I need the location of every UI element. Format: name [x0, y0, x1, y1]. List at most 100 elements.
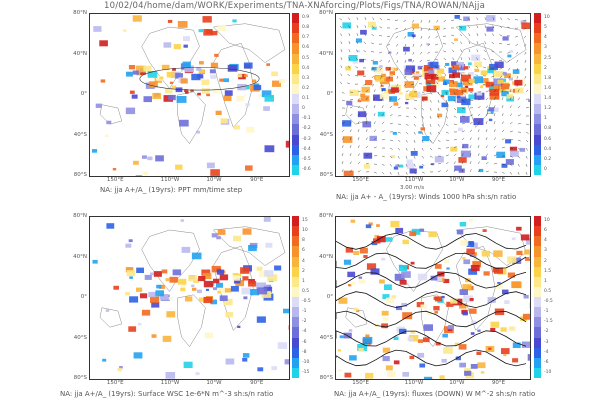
wind-vector: [363, 50, 367, 53]
colorbar-label: 1.2: [544, 106, 552, 112]
wind-vector: [461, 107, 465, 110]
wind-vector: [413, 155, 416, 159]
field-cell: [219, 274, 229, 281]
field-cell: [480, 371, 485, 374]
wind-vector: [381, 121, 385, 125]
colorbar-label: 0: [544, 166, 547, 172]
wind-vector: [437, 107, 440, 111]
field-cell: [468, 94, 476, 100]
field-cell: [464, 370, 472, 376]
field-cell: [219, 295, 228, 301]
wind-vector: [413, 139, 416, 143]
field-cell: [358, 348, 364, 352]
field-cell: [253, 84, 262, 91]
wind-vector: [484, 41, 487, 45]
wind-vector: [357, 137, 360, 141]
wind-vector: [485, 145, 488, 149]
field-cell: [457, 107, 466, 114]
field-cell: [155, 155, 164, 162]
field-cell: [159, 76, 164, 80]
wind-vector: [357, 170, 361, 173]
wind-vector: [525, 147, 528, 151]
wind-vector: [516, 83, 519, 87]
field-cell: [191, 284, 195, 287]
field-cell: [480, 70, 488, 76]
field-cell: [528, 99, 530, 102]
wind-vector: [509, 89, 512, 93]
colorbar-flux: [534, 216, 541, 378]
colorbar-swatch: [534, 347, 541, 358]
field-cell: [393, 360, 400, 365]
field-cell: [424, 376, 432, 379]
field-cell: [477, 362, 486, 369]
wind-vector: [387, 51, 391, 55]
colorbar-label: 1.6: [544, 85, 552, 91]
field-cell: [477, 329, 481, 332]
field-cell: [462, 143, 469, 149]
wind-vector: [451, 42, 455, 45]
field-cell: [374, 234, 380, 239]
wind-vector: [341, 122, 345, 125]
wind-vector: [397, 106, 401, 109]
field-cell: [176, 96, 187, 103]
wind-vector: [365, 97, 368, 101]
wind-vector: [395, 27, 399, 30]
field-cell: [393, 336, 399, 340]
wind-vector: [389, 122, 393, 125]
field-cell: [100, 79, 106, 83]
wind-vector: [340, 57, 343, 61]
colorbar-swatch: [534, 297, 541, 308]
wind-vector: [517, 105, 521, 109]
field-cell: [505, 159, 514, 165]
field-cell: [431, 163, 435, 166]
colorbar-swatch: [534, 43, 541, 54]
field-cell: [421, 96, 428, 101]
colorbar-label: 0.5: [302, 55, 310, 61]
wind-vector: [405, 139, 408, 143]
field-cell: [256, 316, 266, 323]
colorbar-label: 3: [544, 248, 547, 254]
wind-vector: [429, 163, 433, 165]
wind-vector: [484, 33, 487, 37]
colorbar-label: 10: [302, 228, 308, 234]
field-cell: [257, 287, 268, 295]
field-cell: [362, 336, 373, 344]
field-cell: [435, 342, 441, 346]
field-cell: [382, 316, 389, 321]
wind-vector: [339, 81, 343, 85]
colorbar-label: -2: [544, 329, 549, 335]
contour-line: [336, 349, 527, 367]
wind-vector: [493, 105, 496, 109]
colorbar-swatch: [534, 317, 541, 328]
colorbar-ppt: [292, 13, 299, 175]
colorbar-label: 1: [302, 278, 305, 284]
wind-vector: [365, 113, 368, 117]
field-cell: [520, 20, 527, 25]
field-cell: [404, 81, 415, 88]
wind-vector: [435, 73, 439, 77]
field-cell: [501, 71, 507, 76]
field-cell: [478, 168, 484, 173]
wind-vector: [427, 51, 431, 54]
wind-vector: [453, 115, 457, 118]
wind-vector: [339, 18, 343, 21]
wind-vector: [507, 59, 511, 63]
field-cell: [349, 355, 357, 361]
field-cell: [342, 22, 352, 29]
colorbar-label: -1.5: [544, 319, 553, 325]
field-cell: [172, 269, 182, 276]
field-cell: [248, 245, 257, 252]
field-cell: [267, 274, 278, 282]
field-cell: [138, 322, 142, 326]
field-cell: [482, 229, 487, 232]
lon-label: 110°W: [160, 177, 180, 183]
field-cell: [521, 341, 530, 348]
coastline-1: [177, 294, 206, 348]
wind-vector: [389, 97, 392, 101]
field-cell: [507, 272, 515, 278]
wind-vector: [412, 19, 415, 23]
field-cell: [379, 77, 390, 85]
field-cell: [133, 160, 139, 165]
wind-vector: [453, 146, 457, 149]
wind-vector: [381, 97, 384, 101]
